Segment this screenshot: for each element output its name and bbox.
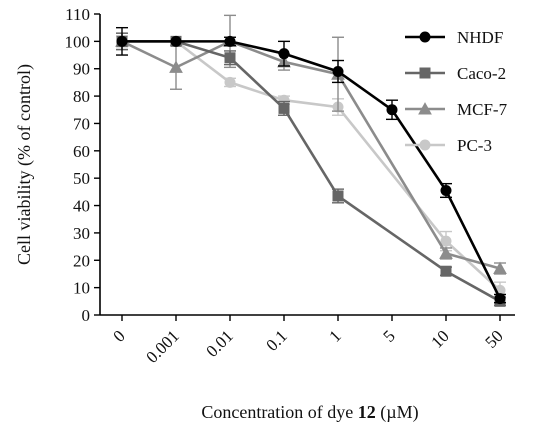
y-axis-title: Cell viability (% of control) [14, 64, 35, 265]
y-tick-label: 100 [65, 32, 91, 51]
y-tick-label: 70 [73, 114, 90, 133]
data-point [170, 35, 182, 47]
data-point [224, 52, 236, 64]
y-tick-label: 90 [73, 60, 90, 79]
legend-item: NHDF [405, 28, 503, 47]
x-axis-title-unit: (µM) [376, 402, 419, 423]
legend-item: MCF-7 [405, 100, 508, 119]
legend-item: PC-3 [405, 136, 492, 155]
y-tick-label: 0 [82, 306, 91, 325]
data-point [493, 261, 507, 274]
x-tick-label: 10 [427, 326, 452, 351]
series-line [122, 40, 501, 303]
data-point [332, 190, 344, 202]
x-tick-label: 0.001 [142, 326, 182, 366]
y-tick-label: 10 [73, 279, 90, 298]
x-tick-label: 5 [379, 326, 398, 345]
data-point [224, 35, 236, 47]
data-point [386, 104, 398, 116]
data-point [278, 48, 290, 60]
legend-item: Caco-2 [405, 64, 506, 83]
x-axis-title-dye-number: 12 [358, 402, 376, 422]
series-caco-2 [116, 32, 506, 307]
data-point [440, 265, 452, 277]
y-tick-label: 80 [73, 87, 90, 106]
y-tick-label: 60 [73, 142, 90, 161]
data-point [494, 293, 506, 305]
y-tick-label: 20 [73, 251, 90, 270]
legend-marker [418, 102, 432, 115]
series-line [122, 40, 502, 300]
x-tick-label: 1 [325, 326, 344, 345]
legend-label: NHDF [457, 28, 503, 47]
legend-marker [419, 31, 431, 43]
data-point [332, 65, 344, 77]
x-tick-label: 0 [109, 326, 128, 345]
data-point [440, 184, 452, 196]
x-tick-label: 0.1 [262, 326, 290, 354]
legend: NHDF Caco-2 MCF-7 PC-3 [405, 28, 508, 155]
x-axis-title: Concentration of dye 12 (µM) [201, 402, 418, 423]
data-point [224, 76, 236, 88]
legend-label: PC-3 [457, 136, 492, 155]
data-point [278, 102, 290, 114]
series-nhdf [116, 26, 506, 305]
series-line [121, 39, 501, 270]
data-point [439, 246, 453, 259]
data-point [169, 60, 183, 73]
series-mcf-7 [115, 14, 507, 275]
y-tick-label: 50 [73, 169, 90, 188]
y-tick-label: 30 [73, 224, 90, 243]
data-point [116, 35, 128, 47]
series-layer [115, 14, 507, 307]
legend-marker [419, 67, 431, 79]
x-axis-title-text: Concentration of dye [201, 402, 357, 422]
legend-label: Caco-2 [457, 64, 506, 83]
x-axis-ticks: 0 0.001 0.01 0.1 1 5 10 50 [109, 315, 507, 367]
legend-marker [419, 139, 431, 151]
y-tick-label: 110 [65, 5, 90, 24]
x-tick-label: 0.01 [202, 326, 236, 360]
y-tick-label: 40 [73, 197, 90, 216]
legend-label: MCF-7 [457, 100, 508, 119]
y-axis-ticks: 0 10 20 30 40 50 60 70 80 90 100 110 [65, 5, 100, 325]
x-tick-label: 50 [481, 326, 506, 351]
data-point [440, 235, 452, 247]
